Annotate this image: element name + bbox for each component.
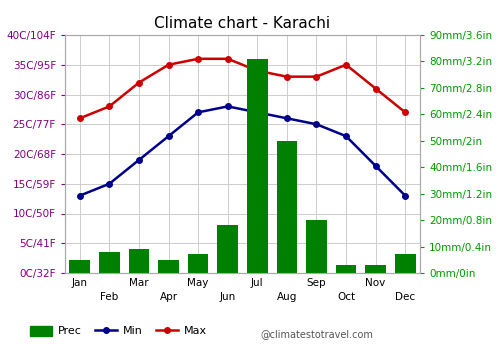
Bar — [336, 265, 356, 273]
Bar — [70, 260, 90, 273]
Title: Climate chart - Karachi: Climate chart - Karachi — [154, 16, 330, 31]
Text: @climatestotravel.com: @climatestotravel.com — [260, 329, 373, 340]
Bar — [158, 260, 179, 273]
Bar — [395, 254, 415, 273]
Bar — [366, 265, 386, 273]
Bar — [306, 220, 327, 273]
Bar — [128, 249, 150, 273]
Legend: Prec, Min, Max: Prec, Min, Max — [26, 321, 212, 341]
Bar — [276, 141, 297, 273]
Bar — [247, 59, 268, 273]
Bar — [218, 225, 238, 273]
Bar — [188, 254, 208, 273]
Bar — [99, 252, 119, 273]
